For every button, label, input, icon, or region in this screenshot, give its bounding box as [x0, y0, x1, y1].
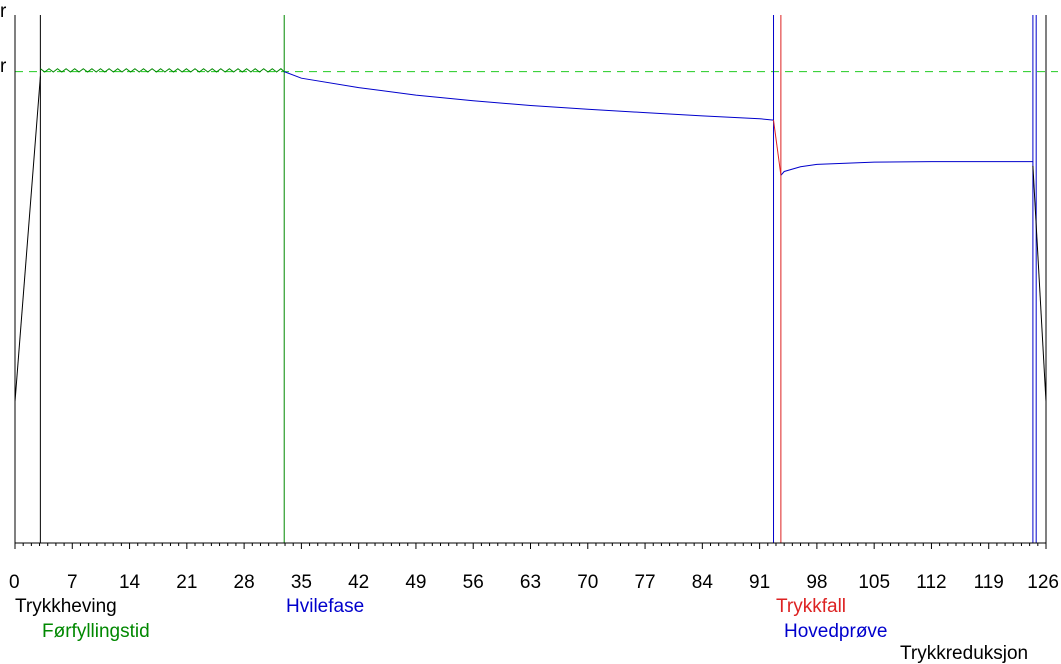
series-line: [780, 161, 1033, 176]
x-tick-label: 42: [348, 572, 369, 593]
x-tick-label: 77: [634, 572, 655, 593]
x-tick-layer: 0 7 14 21 28 35 42 49 56 63 70 77 84 91 98 105 112 119 126: [9, 543, 1059, 593]
phase-label-trykkreduksjon: Trykkreduksjon: [900, 643, 1028, 664]
x-tick-label: 70: [577, 572, 598, 593]
x-tick-label: 49: [405, 572, 426, 593]
x-tick-label: 119: [974, 572, 1004, 593]
series-line: [773, 120, 782, 176]
phase-marker-layer: [14, 15, 1047, 543]
x-tick-label: 105: [858, 572, 890, 593]
x-tick-label: 14: [119, 572, 141, 593]
x-tick-label: 7: [67, 572, 78, 593]
phase-label-forfyllingstid: Førfyllingstid: [42, 621, 150, 642]
x-tick-label: 98: [806, 572, 827, 593]
series-line: [284, 71, 774, 121]
series-line: [14, 76, 41, 402]
x-tick-label: 112: [916, 572, 946, 593]
x-tick-label: 21: [176, 572, 197, 593]
x-tick-label: 126: [1027, 572, 1059, 593]
x-tick-label: 63: [520, 572, 541, 593]
y-edge-label-top: r: [0, 1, 7, 22]
phase-label-hovedprove: Hovedprøve: [784, 621, 888, 642]
x-tick-label: 56: [463, 572, 484, 593]
y-edge-label-reference: r: [0, 56, 7, 77]
x-tick-label: 84: [692, 572, 714, 593]
x-tick-label: 91: [749, 572, 770, 593]
phase-label-hvilefase: Hvilefase: [286, 596, 364, 617]
phase-label-trykkfall: Trykkfall: [776, 596, 846, 617]
x-tick-label: 35: [291, 572, 312, 593]
phase-label-trykkheving: Trykkheving: [15, 596, 117, 617]
x-tick-label: 28: [234, 572, 255, 593]
series-line: [1032, 165, 1047, 402]
series-layer: [14, 68, 1047, 402]
x-tick-label: 0: [9, 572, 20, 593]
series-line-sawtooth: [40, 68, 285, 73]
